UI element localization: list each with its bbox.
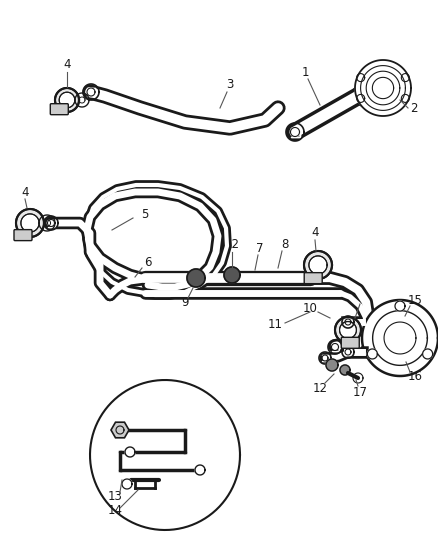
Text: 4: 4 bbox=[21, 187, 29, 199]
Polygon shape bbox=[423, 349, 433, 359]
Polygon shape bbox=[195, 465, 205, 475]
Polygon shape bbox=[21, 214, 39, 232]
FancyBboxPatch shape bbox=[50, 104, 68, 115]
Text: 2: 2 bbox=[410, 101, 418, 115]
FancyBboxPatch shape bbox=[304, 273, 322, 284]
Polygon shape bbox=[367, 349, 378, 359]
Polygon shape bbox=[304, 251, 332, 279]
Text: 8: 8 bbox=[281, 238, 289, 252]
Text: 4: 4 bbox=[311, 227, 319, 239]
Polygon shape bbox=[187, 269, 205, 287]
Polygon shape bbox=[90, 380, 240, 530]
Polygon shape bbox=[355, 60, 411, 116]
Polygon shape bbox=[55, 88, 79, 112]
Polygon shape bbox=[309, 256, 327, 274]
Text: 15: 15 bbox=[408, 294, 422, 306]
Polygon shape bbox=[16, 209, 44, 237]
Polygon shape bbox=[59, 92, 75, 108]
Text: 7: 7 bbox=[256, 241, 264, 254]
Text: 5: 5 bbox=[141, 208, 148, 222]
FancyBboxPatch shape bbox=[341, 337, 359, 348]
Text: 14: 14 bbox=[107, 505, 123, 518]
Text: 3: 3 bbox=[226, 78, 234, 92]
Text: 9: 9 bbox=[181, 296, 189, 310]
Polygon shape bbox=[339, 321, 357, 338]
Text: 11: 11 bbox=[268, 319, 283, 332]
Polygon shape bbox=[224, 267, 240, 283]
Text: 10: 10 bbox=[303, 302, 318, 314]
Text: 4: 4 bbox=[361, 292, 369, 304]
Polygon shape bbox=[362, 300, 438, 376]
Text: 17: 17 bbox=[353, 385, 367, 399]
Polygon shape bbox=[335, 317, 361, 343]
Polygon shape bbox=[122, 479, 132, 489]
Text: 12: 12 bbox=[312, 382, 328, 394]
Polygon shape bbox=[111, 422, 129, 438]
Text: 4: 4 bbox=[63, 58, 71, 70]
Text: 16: 16 bbox=[407, 369, 423, 383]
Text: 12: 12 bbox=[225, 238, 240, 252]
Text: 6: 6 bbox=[144, 255, 152, 269]
FancyBboxPatch shape bbox=[14, 230, 32, 240]
Text: 1: 1 bbox=[301, 66, 309, 78]
Polygon shape bbox=[395, 301, 405, 311]
Polygon shape bbox=[340, 365, 350, 375]
Polygon shape bbox=[125, 447, 135, 457]
Text: 13: 13 bbox=[108, 490, 123, 504]
Polygon shape bbox=[326, 359, 338, 371]
